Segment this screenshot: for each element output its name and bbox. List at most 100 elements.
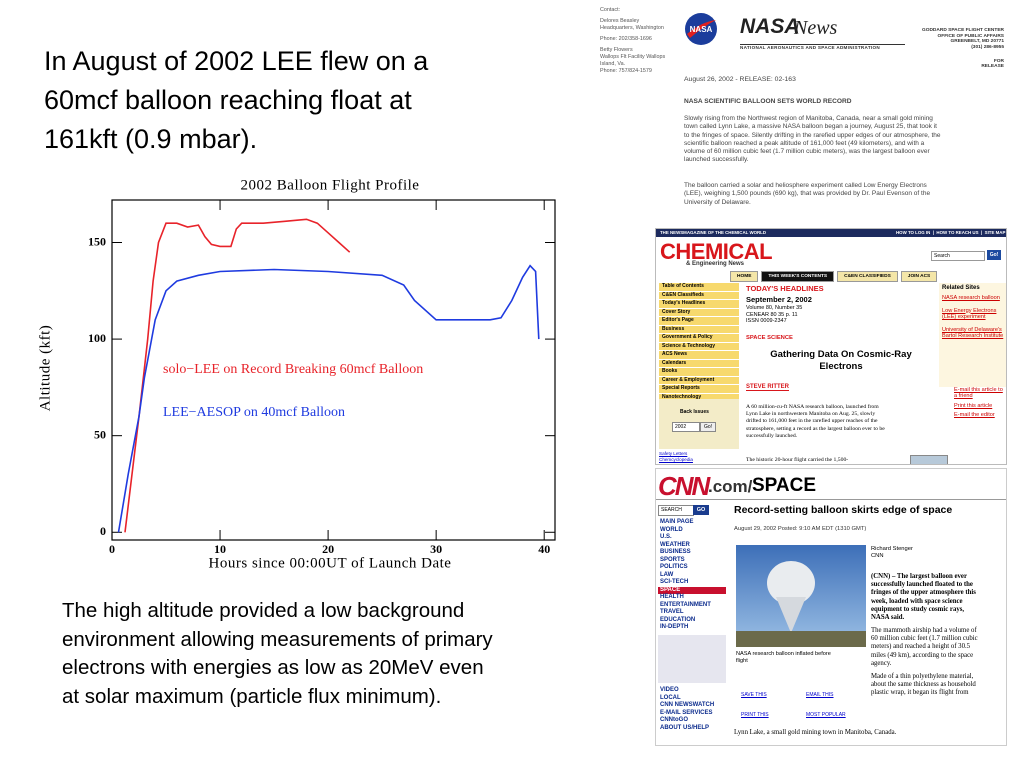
caption: The high altitude provided a low backgro… (62, 597, 493, 711)
tool-link[interactable]: Print this article (954, 402, 993, 409)
search-box[interactable]: SEARCH (658, 505, 694, 516)
address-line: GREENBELT, MD 20771 (950, 39, 1005, 45)
text-line: miles (49 km), according to the space (871, 651, 974, 659)
nav-item[interactable]: MAIN PAGE (660, 519, 694, 525)
actions: SAVE THIS EMAIL THIS PRINT THIS MOST POPULA… (736, 683, 866, 723)
text-line: to the fringes of space. Silently drifti… (684, 131, 941, 139)
nav-item[interactable]: HEALTH (660, 594, 684, 600)
contact-line: Wallops Flt Facility Wallops (600, 54, 666, 60)
x-axis-label: Hours since 00:00UT of Launch Date (209, 555, 452, 571)
nav-item: Editor's Page (659, 317, 739, 326)
action-link[interactable]: SAVE THIS (741, 692, 767, 698)
text-line: meters) and reached a height of 30.5 (871, 643, 971, 651)
tabs: HOME THIS WEEK'S CONTENTS C&EN CLASSIFIEDS… (730, 271, 938, 282)
contact-line: Contact: (600, 7, 621, 13)
nav-item[interactable]: POLITICS (660, 564, 688, 570)
nav: Table of Contents C&EN Classifieds Today's… (659, 283, 739, 411)
text-line: 60 million cubic feet (1.7 million cubic (871, 635, 978, 643)
paragraph: Slowly rising from the Northwest region … (684, 115, 941, 165)
nav-item[interactable]: BUSINESS (660, 549, 691, 555)
paragraph: The mammoth airship had a volume of 60 mi… (871, 627, 978, 668)
text-line: volume of 60 million cubic feet (1.7 mil… (684, 148, 930, 156)
article-headline: Gathering Data On Cosmic-Ray Electrons (746, 349, 936, 373)
nav-item: ACS News (659, 351, 739, 360)
address-line: (301) 286-8955 (971, 44, 1004, 50)
nav-item[interactable]: SPACE (658, 586, 726, 594)
caption-line: NASA research balloon inflated before (736, 651, 831, 657)
chart: 2002 Balloon Flight Profile 0 10 20 30 40 0 50 1… (37, 177, 556, 571)
plot-frame (111, 199, 556, 541)
text-line: agency. (871, 659, 892, 667)
nav-item[interactable]: WEATHER (660, 541, 690, 548)
contact-line: Delores Beasley (600, 18, 640, 24)
nav-item[interactable]: LAW (660, 571, 674, 578)
nav-item[interactable]: ENTERTAINMENT (660, 601, 711, 608)
sidebar (939, 283, 1006, 387)
action-link[interactable]: MOST POPULAR (806, 712, 846, 718)
y-axis-label: Altitude (kft) (37, 325, 53, 412)
search-button[interactable]: Go! (987, 250, 1001, 260)
tab[interactable]: THIS WEEK'S CONTENTS (761, 271, 835, 282)
lead-line: NASA said. (871, 614, 905, 622)
tool-link[interactable]: E-mail this article to a friend (954, 387, 1003, 400)
kicker: SPACE SCIENCE (746, 335, 793, 341)
heading-line: In August of 2002 LEE flew on a (44, 46, 429, 76)
caption-line: The high altitude provided a low backgro… (62, 599, 465, 622)
nav-item[interactable]: IN-DEPTH (660, 624, 689, 630)
body-line: A 60 million-cu-ft NASA research balloon… (746, 404, 879, 410)
meta-line: Volume 80, Number 35 (746, 305, 803, 311)
nav-item[interactable]: SPORTS (660, 556, 685, 563)
year-go[interactable]: Go! (700, 422, 716, 432)
related-links: NASA research balloon Low Energy Electron… (942, 295, 1004, 346)
related-link[interactable]: Low Energy Electrons (LEE) experiment (942, 307, 997, 321)
lead: (CNN) – The largest balloon ever successf… (871, 573, 976, 622)
footer-link: Chemcyclopedia (659, 456, 693, 462)
year-select[interactable]: 2002 (672, 422, 700, 432)
action-link[interactable]: EMAIL THIS (806, 692, 834, 698)
text-line: The mammoth airship had a volume of (871, 627, 977, 634)
tool-link[interactable]: E-mail the editor (954, 412, 995, 419)
release-tag: FOR RELEASE (981, 59, 1004, 69)
related-link[interactable]: University of Delaware's Bartol Research… (942, 326, 1004, 340)
cen-logo: CHEMICAL (660, 239, 773, 264)
tools: E-mail this article to a friend Print thi… (942, 387, 1006, 422)
nav-item: Special Reports (659, 385, 739, 394)
x-tick-label: 40 (538, 542, 550, 556)
lead-line: (CNN) – The largest balloon ever (871, 573, 967, 580)
related-link[interactable]: NASA research balloon (942, 295, 1000, 301)
annotation: LEE−AESOP on 40mcf Balloon (163, 405, 345, 420)
news-wordmark: News (794, 17, 838, 39)
tab[interactable]: C&EN CLASSIFIEDS (837, 271, 898, 282)
nav-item[interactable]: U.S. (660, 534, 672, 540)
tab[interactable]: HOME (730, 271, 759, 282)
text-line: The balloon carried a solar and heliosph… (684, 182, 927, 189)
nav: MAIN PAGE WORLD U.S. WEATHER BUSINESS SPORTS P… (658, 519, 726, 632)
search-box[interactable]: Search (931, 251, 985, 261)
issue-meta: Volume 80, Number 35 CENEAR 80 35 p. 11 IS… (746, 305, 802, 325)
footer-link: Safety Letters (659, 451, 688, 456)
action-link[interactable]: PRINT THIS (741, 712, 769, 718)
nav-item[interactable]: SCI-TECH (660, 579, 689, 585)
nav-item: Government & Policy (659, 334, 739, 343)
nav-item[interactable]: EDUCATION (660, 616, 696, 623)
byline-line: CNN (871, 553, 884, 559)
nav-item: Business (659, 326, 739, 334)
dateline: August 26, 2002 - RELEASE: 02-163 (684, 76, 796, 83)
text-line: (LEE), weighing 1,500 pounds (690 kg), t… (684, 190, 931, 198)
nav-item: Table of Contents (659, 283, 739, 292)
nav-item: Today's Headlines (659, 300, 739, 309)
tab[interactable]: JOIN ACS (900, 271, 938, 282)
series-line (117, 264, 540, 533)
series-line (124, 218, 351, 533)
nav-spacer (658, 635, 726, 683)
nav-item[interactable]: WORLD (660, 526, 683, 533)
footer-links: Safety Letters Chemcyclopedia (659, 451, 693, 462)
nav-item: Career & Employment (659, 377, 739, 385)
nav-item[interactable]: TRAVEL (660, 609, 684, 615)
svg-text:NASA: NASA (690, 25, 713, 34)
meta-line: ISSN 0009-2347 (746, 318, 787, 324)
search-button[interactable]: GO (693, 505, 709, 515)
byline: Richard Stenger CNN (871, 546, 913, 560)
nasa-logo-icon: NASA (685, 13, 717, 45)
text-line: Made of a thin polyethylene material, (871, 673, 974, 680)
